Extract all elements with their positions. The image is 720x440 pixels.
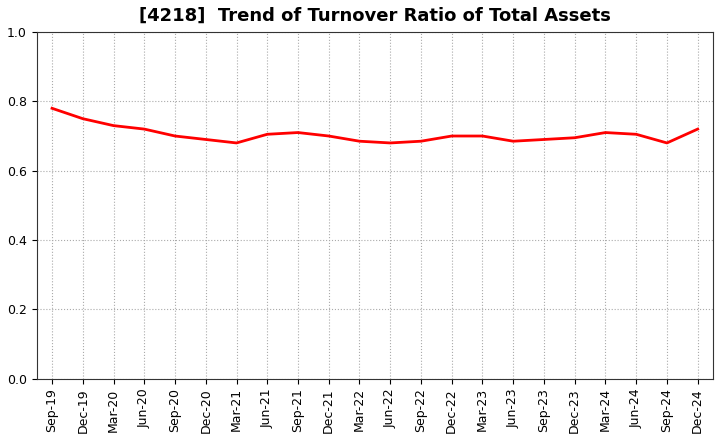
Title: [4218]  Trend of Turnover Ratio of Total Assets: [4218] Trend of Turnover Ratio of Total … <box>139 7 611 25</box>
